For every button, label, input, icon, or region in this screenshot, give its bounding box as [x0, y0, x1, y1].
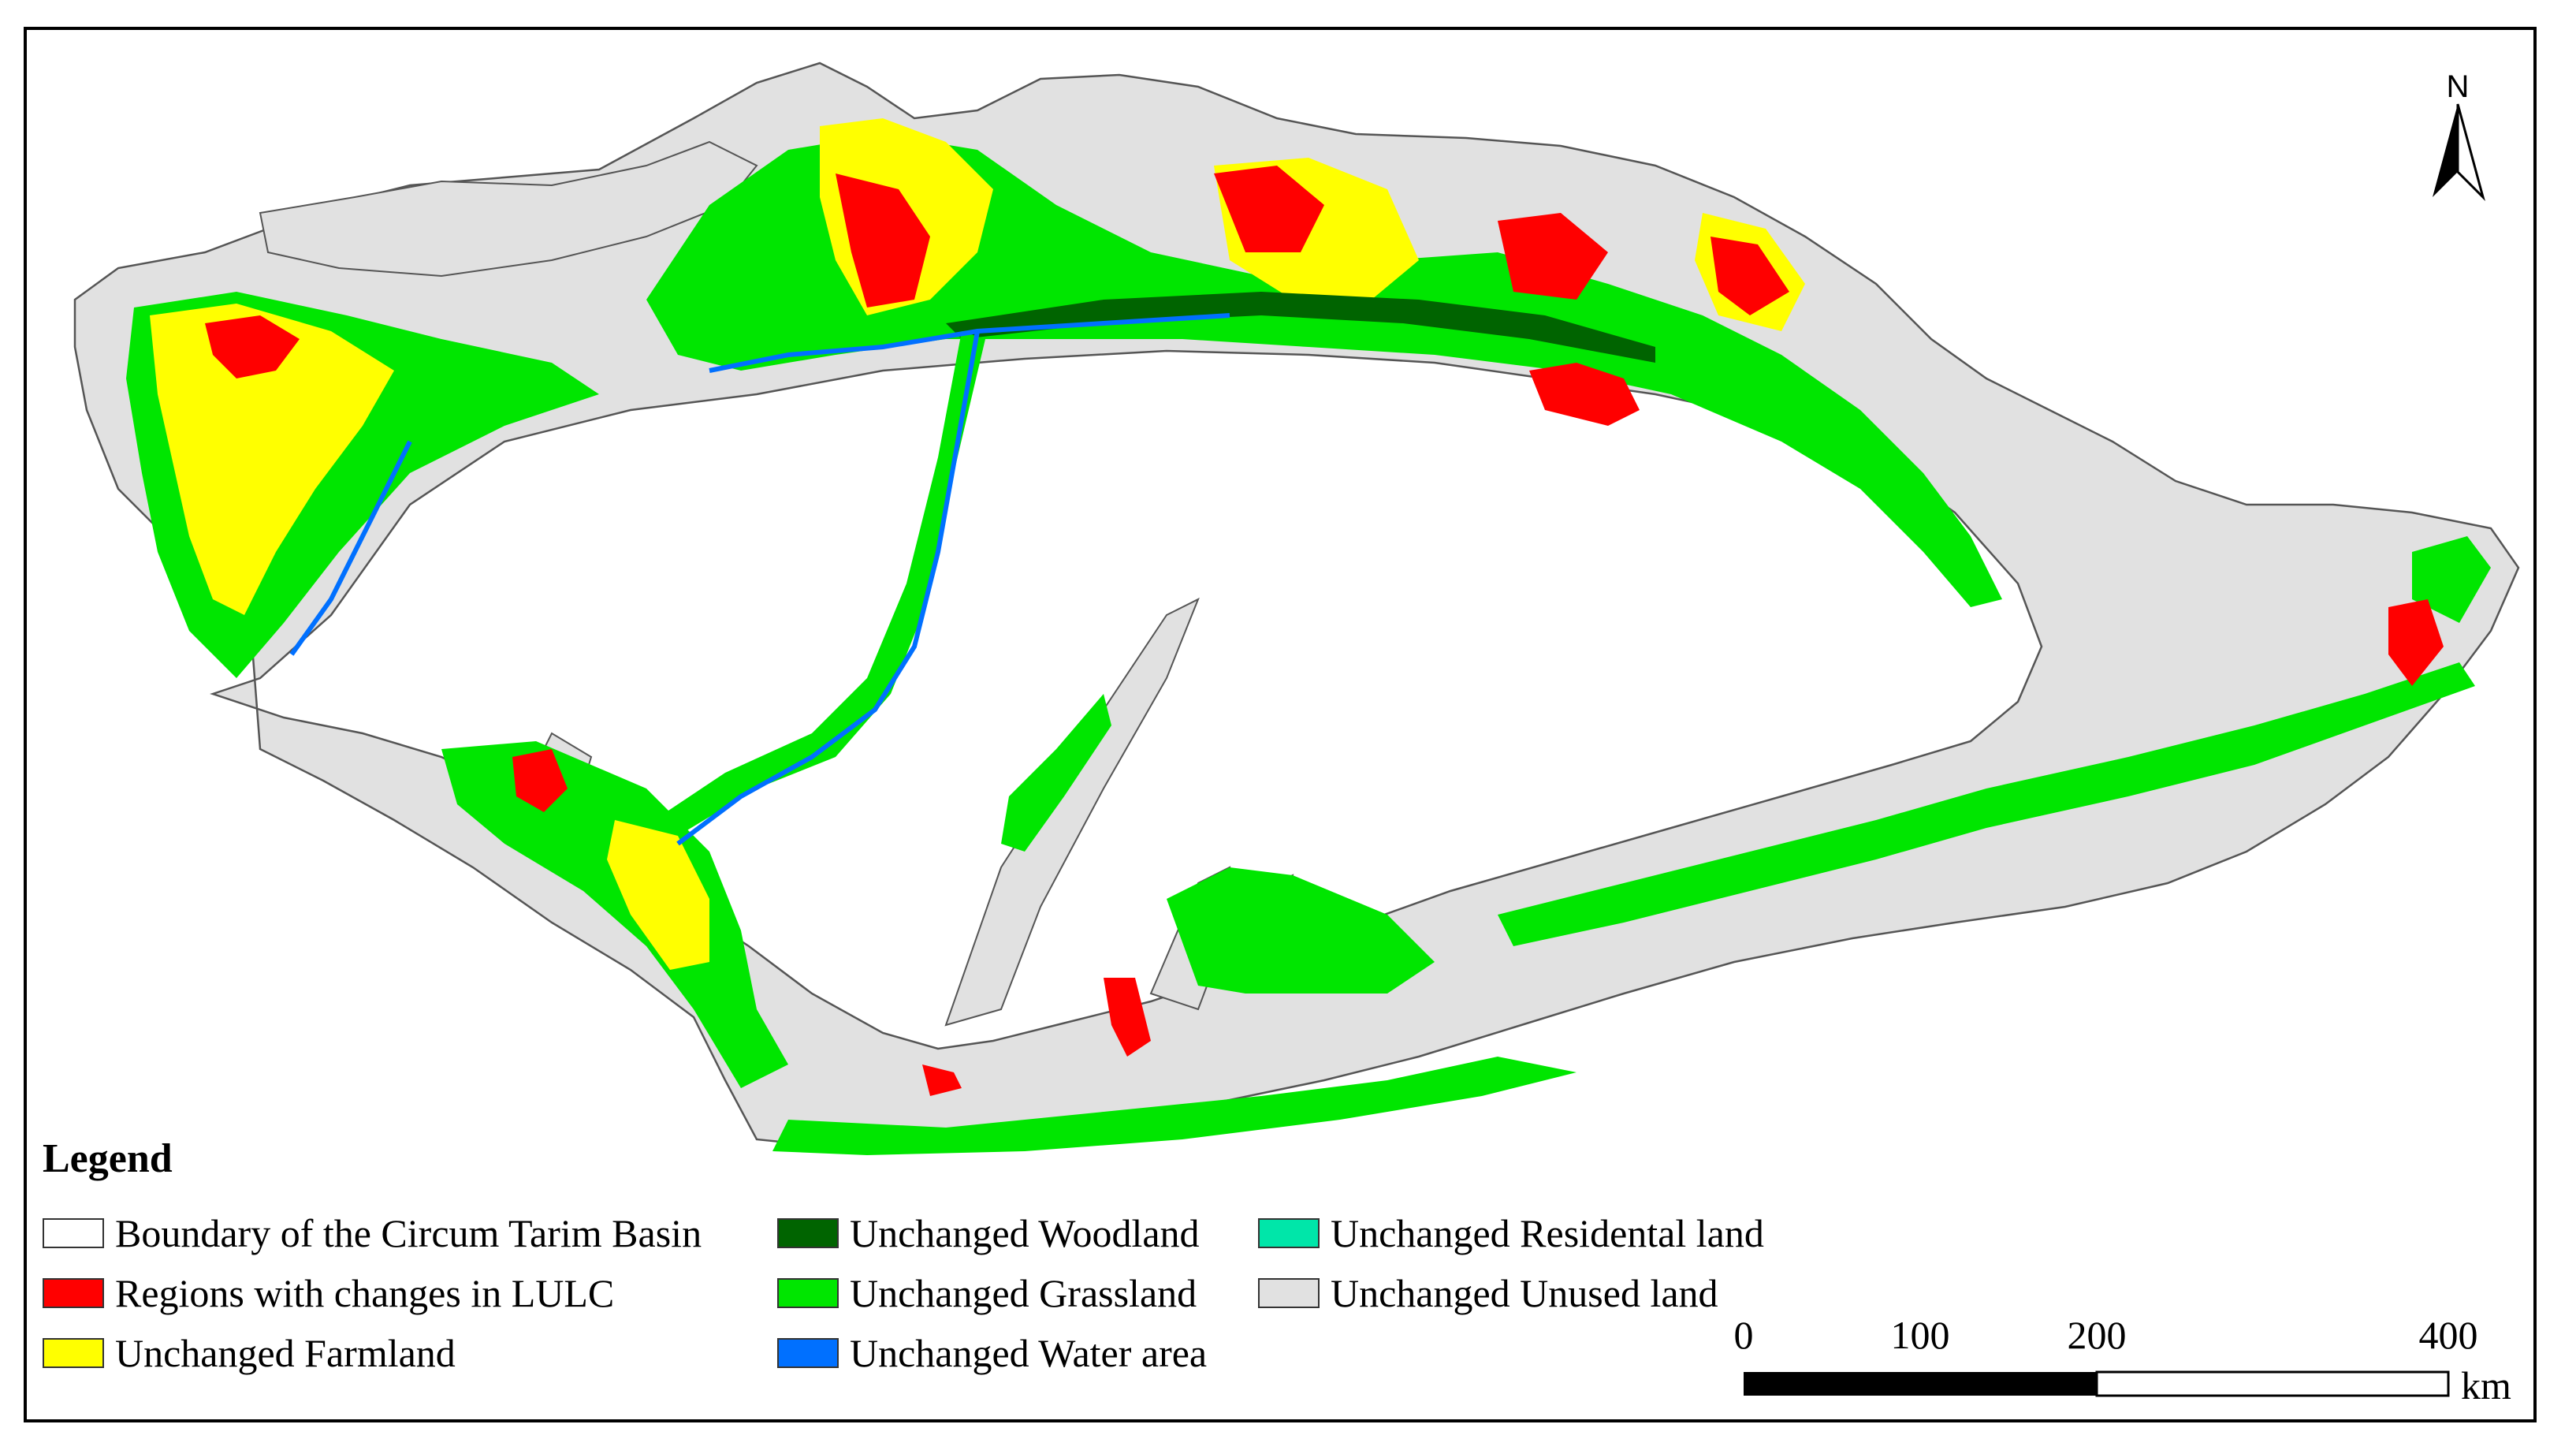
grassland-east-tip — [2412, 536, 2491, 623]
scale-tick-100: 100 — [1890, 1313, 1950, 1357]
legend-label-changes: Regions with changes in LULC — [115, 1271, 615, 1315]
scale-tick-0: 0 — [1733, 1313, 1754, 1357]
change-north-east — [1214, 166, 1324, 252]
legend-label-farmland: Unchanged Farmland — [115, 1331, 456, 1375]
grassland-central-river — [654, 331, 985, 836]
woodland-north-belt — [946, 292, 1655, 363]
legend-label-residential: Unchanged Residental land — [1331, 1211, 1764, 1255]
farmland-west — [150, 304, 394, 615]
legend-item-grassland: Unchanged Grassland — [777, 1271, 1197, 1315]
north-arrow-left-half — [2433, 104, 2458, 197]
legend-label-woodland: Unchanged Woodland — [850, 1211, 1200, 1255]
north-arrow-icon — [2433, 103, 2485, 202]
legend-label-unused: Unchanged Unused land — [1331, 1271, 1718, 1315]
legend-swatch-farmland — [43, 1338, 104, 1368]
farmland-south-west — [607, 820, 709, 970]
legend-swatch-grassland — [777, 1278, 839, 1308]
grassland-south-rim — [772, 1057, 1576, 1155]
change-south-mid — [922, 1064, 962, 1096]
river-central — [676, 330, 980, 846]
legend-item-residential: Unchanged Residental land — [1258, 1211, 1764, 1255]
legend-item-water: Unchanged Water area — [777, 1331, 1207, 1375]
change-north-central — [836, 173, 930, 308]
change-central-north-blob — [1529, 363, 1640, 426]
scale-unit: km — [2461, 1363, 2511, 1407]
change-east-north — [1711, 237, 1789, 315]
legend-swatch-woodland — [777, 1218, 839, 1248]
grassland-north-central — [646, 134, 2002, 607]
north-arrow-right-half — [2456, 103, 2485, 202]
legend-title: Legend — [43, 1136, 173, 1181]
legend-item-farmland: Unchanged Farmland — [43, 1331, 456, 1375]
legend-item-changes: Regions with changes in LULC — [43, 1271, 614, 1315]
scale-bar — [1744, 1370, 2450, 1397]
grassland-southern-tongue — [1001, 694, 1111, 852]
grassland-south-west — [441, 741, 788, 1088]
legend-label-water: Unchanged Water area — [850, 1331, 1208, 1375]
scale-tick-400: 400 — [2418, 1313, 2478, 1357]
southern-tongue-1 — [944, 597, 1200, 1027]
change-west — [205, 315, 300, 378]
change-south-central — [1104, 978, 1151, 1057]
scale-bar-white-segment — [2095, 1370, 2450, 1397]
change-south-west — [512, 749, 568, 812]
legend-swatch-residential — [1258, 1218, 1320, 1248]
legend-item-unused: Unchanged Unused land — [1258, 1271, 1718, 1315]
legend-swatch-boundary — [43, 1218, 104, 1248]
grassland-south-tongues — [1167, 867, 1435, 994]
legend-label-grassland: Unchanged Grassland — [850, 1271, 1197, 1315]
scale-tick-200: 200 — [2067, 1313, 2127, 1357]
legend-swatch-unused — [1258, 1278, 1320, 1308]
legend-item-boundary: Boundary of the Circum Tarim Basin — [43, 1211, 702, 1255]
scale-bar-black-segment — [1744, 1372, 2097, 1396]
legend-label-boundary: Boundary of the Circum Tarim Basin — [115, 1211, 702, 1255]
river-west — [289, 440, 412, 656]
legend-item-woodland: Unchanged Woodland — [777, 1211, 1200, 1255]
legend-swatch-changes — [43, 1278, 104, 1308]
change-north-east-2 — [1498, 213, 1608, 300]
grassland-south-east-belt — [1498, 662, 2475, 946]
legend-swatch-water — [777, 1338, 839, 1368]
river-north — [709, 313, 1230, 373]
north-label: N — [2446, 69, 2470, 104]
change-east-tip — [2388, 599, 2444, 686]
